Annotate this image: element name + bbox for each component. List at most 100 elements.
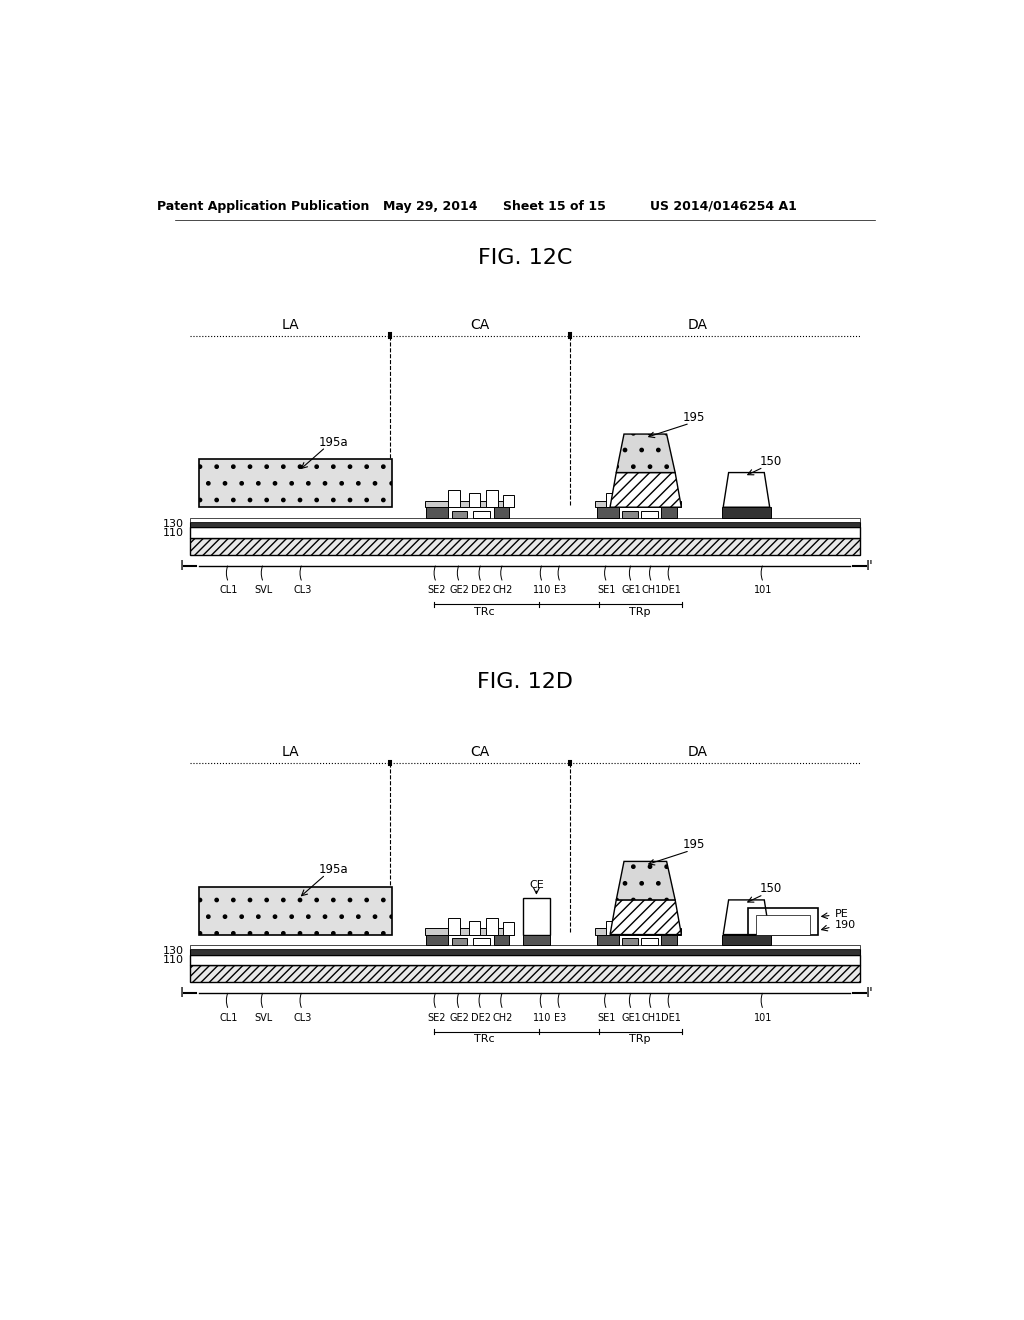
- Text: Sheet 15 of 15: Sheet 15 of 15: [503, 199, 605, 213]
- Bar: [486, 917, 499, 935]
- Bar: [190, 539, 859, 554]
- Text: 110: 110: [534, 585, 552, 595]
- Bar: [473, 939, 489, 945]
- Text: 195: 195: [683, 411, 705, 424]
- Text: SE1: SE1: [598, 585, 616, 595]
- Text: CL1: CL1: [219, 1012, 238, 1023]
- Text: LA: LA: [282, 744, 300, 759]
- Text: Patent Application Publication: Patent Application Publication: [158, 199, 370, 213]
- Bar: [469, 921, 480, 935]
- Bar: [597, 935, 618, 945]
- Text: 150: 150: [760, 882, 782, 895]
- Bar: [190, 945, 859, 949]
- Polygon shape: [610, 473, 681, 507]
- Text: CH1: CH1: [642, 1012, 663, 1023]
- Text: I': I': [866, 558, 873, 573]
- Bar: [624, 496, 635, 507]
- Text: TRc: TRc: [474, 1035, 495, 1044]
- Bar: [641, 939, 658, 945]
- Text: 101: 101: [755, 1012, 773, 1023]
- Text: GE2: GE2: [450, 585, 470, 595]
- Bar: [595, 502, 681, 507]
- Text: GE1: GE1: [622, 585, 642, 595]
- Polygon shape: [723, 473, 770, 507]
- Bar: [469, 494, 480, 507]
- Text: 190: 190: [835, 920, 856, 931]
- Bar: [722, 935, 771, 945]
- Bar: [486, 490, 499, 507]
- Bar: [426, 935, 449, 945]
- Bar: [643, 921, 655, 935]
- Text: PE: PE: [835, 908, 849, 919]
- Bar: [494, 935, 509, 945]
- Bar: [452, 939, 467, 945]
- Bar: [748, 908, 818, 935]
- Bar: [523, 935, 550, 945]
- Bar: [190, 965, 859, 982]
- Text: May 29, 2014: May 29, 2014: [383, 199, 477, 213]
- Text: I': I': [866, 986, 873, 1001]
- Bar: [606, 921, 618, 935]
- Text: CL1: CL1: [219, 585, 238, 595]
- Text: I: I: [180, 986, 183, 1001]
- Polygon shape: [723, 900, 770, 935]
- Text: 130: 130: [163, 519, 183, 529]
- Text: SE1: SE1: [598, 1012, 616, 1023]
- Bar: [449, 490, 461, 507]
- Bar: [190, 949, 859, 954]
- Text: FIG. 12C: FIG. 12C: [477, 248, 572, 268]
- Text: I: I: [180, 558, 183, 573]
- Text: CH2: CH2: [493, 1012, 513, 1023]
- Text: SE2: SE2: [427, 585, 445, 595]
- Text: CH2: CH2: [493, 585, 513, 595]
- Bar: [597, 507, 618, 517]
- Bar: [200, 459, 391, 507]
- Text: CA: CA: [470, 744, 489, 759]
- Bar: [190, 527, 859, 539]
- Text: US 2014/0146254 A1: US 2014/0146254 A1: [650, 199, 797, 213]
- Bar: [659, 924, 671, 935]
- Bar: [623, 511, 638, 517]
- Bar: [606, 494, 618, 507]
- Bar: [473, 511, 489, 517]
- Bar: [662, 507, 677, 517]
- Text: TRc: TRc: [474, 607, 495, 616]
- Bar: [523, 898, 550, 935]
- Text: 195a: 195a: [318, 863, 348, 876]
- Bar: [623, 939, 638, 945]
- Text: CL3: CL3: [293, 1012, 311, 1023]
- Bar: [722, 507, 771, 517]
- Text: E3: E3: [554, 585, 566, 595]
- Text: TRp: TRp: [629, 607, 650, 616]
- Text: DA: DA: [688, 318, 708, 331]
- Bar: [659, 496, 671, 507]
- Text: CE: CE: [529, 880, 544, 890]
- Bar: [756, 915, 810, 935]
- Text: LA: LA: [282, 318, 300, 331]
- Text: SVL: SVL: [255, 585, 272, 595]
- Bar: [452, 511, 467, 517]
- Text: DA: DA: [688, 744, 708, 759]
- Text: 195a: 195a: [318, 436, 348, 449]
- Bar: [190, 517, 859, 521]
- Text: GE1: GE1: [622, 1012, 642, 1023]
- Bar: [494, 507, 509, 517]
- Text: 110: 110: [163, 954, 183, 965]
- Text: FIG. 12D: FIG. 12D: [477, 672, 572, 692]
- Bar: [595, 928, 681, 935]
- Bar: [643, 494, 655, 507]
- Bar: [190, 521, 859, 527]
- Text: DE2: DE2: [471, 585, 492, 595]
- Text: 110: 110: [163, 528, 183, 537]
- Text: SVL: SVL: [255, 1012, 272, 1023]
- Text: DE1: DE1: [660, 1012, 680, 1023]
- Text: GE2: GE2: [450, 1012, 470, 1023]
- Text: 130: 130: [163, 946, 183, 957]
- Text: 150: 150: [760, 454, 782, 467]
- Text: DE1: DE1: [660, 585, 680, 595]
- Bar: [662, 935, 677, 945]
- Bar: [425, 928, 514, 935]
- Bar: [503, 923, 514, 935]
- Polygon shape: [616, 862, 675, 900]
- Bar: [449, 917, 461, 935]
